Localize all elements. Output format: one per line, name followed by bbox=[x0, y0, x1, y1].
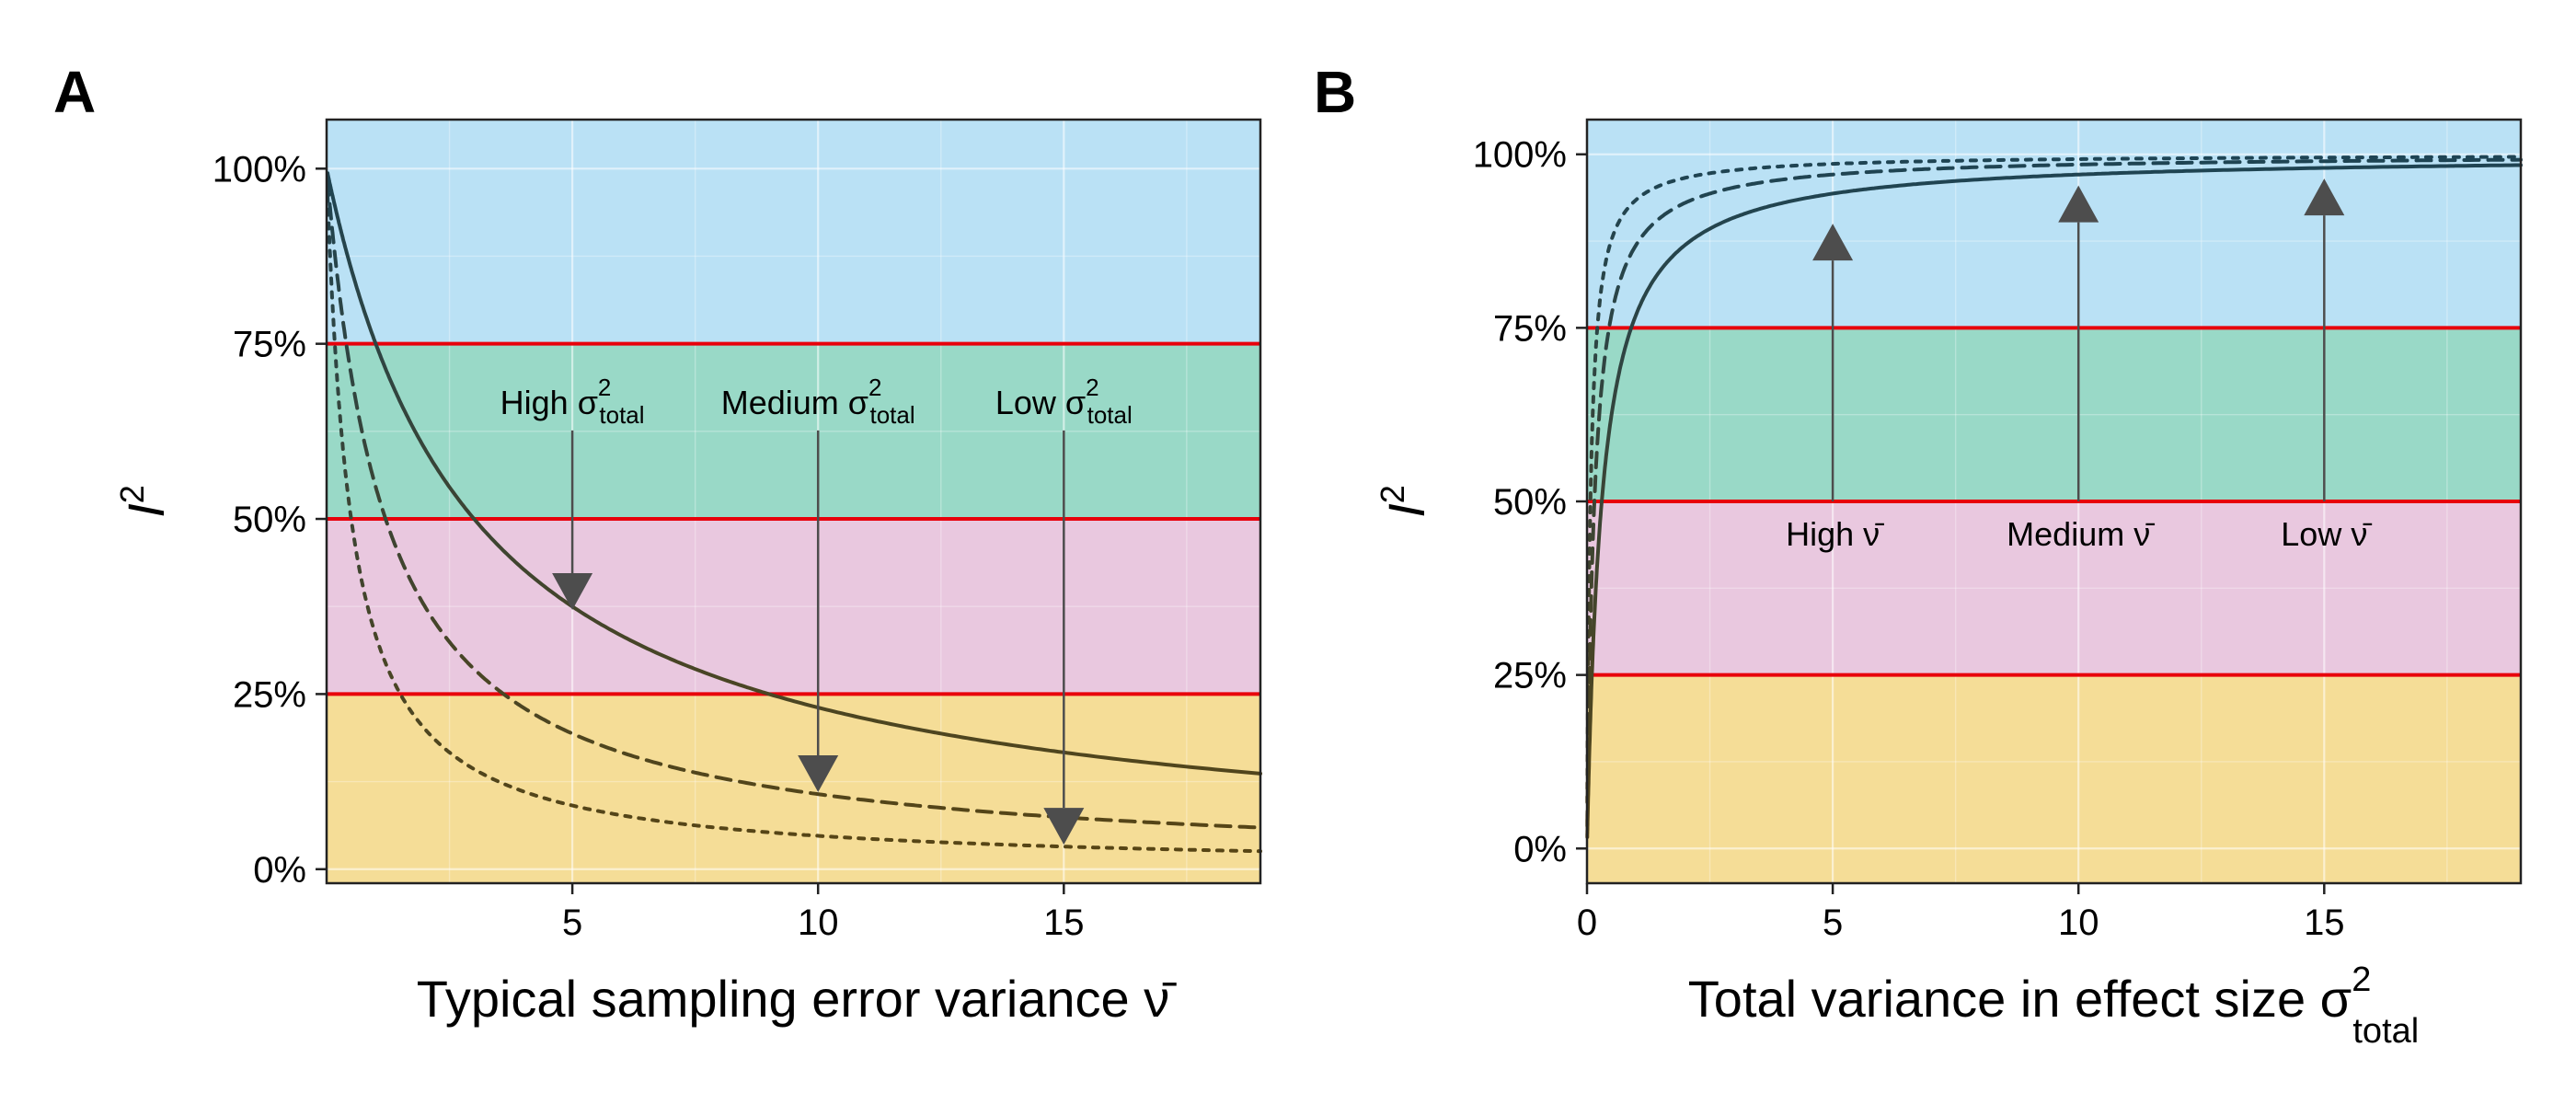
x-tick-label: 5 bbox=[562, 903, 582, 943]
y-tick-label: 25% bbox=[233, 674, 306, 715]
series-line-solid bbox=[326, 171, 1262, 776]
annotation-label-sup: 2 bbox=[1086, 374, 1098, 401]
x-tick-label: 5 bbox=[1823, 903, 1843, 943]
band-minimal bbox=[327, 694, 1260, 883]
x-tick-label: 10 bbox=[798, 903, 839, 943]
panel-b-y-label-sup: 2 bbox=[1374, 485, 1411, 503]
annotation-arrow-head bbox=[1812, 224, 1854, 261]
panel-b-x-label-sub: total bbox=[2352, 1012, 2419, 1051]
panel-a-x-label: Typical sampling error variance ν̄ bbox=[417, 970, 1178, 1028]
annotation-label-symbol: ν̄ bbox=[1863, 515, 1884, 553]
y-tick-label: 0% bbox=[253, 850, 306, 891]
annotation-label-sup: 2 bbox=[598, 374, 611, 401]
annotation-label-symbol: ν̄ bbox=[2351, 515, 2372, 553]
panel-a-y-ticks: 0% 25% 50% 75% 100% bbox=[213, 149, 327, 891]
annotation-label-sub: total bbox=[869, 401, 914, 429]
annotation-label-base: Low σ bbox=[995, 384, 1086, 421]
panel-a-thresholds bbox=[327, 341, 1260, 696]
band-high bbox=[327, 120, 1260, 344]
panel-a-y-label: I2 bbox=[113, 485, 175, 518]
y-tick-label: 100% bbox=[1473, 135, 1567, 176]
band-moderate bbox=[1587, 328, 2521, 501]
annotation-label-sub: total bbox=[599, 401, 644, 429]
annotation-arrow-head bbox=[798, 755, 839, 793]
x-tick-label: 15 bbox=[2304, 903, 2345, 943]
y-tick-label: 75% bbox=[233, 325, 306, 365]
panel-a-letter: A bbox=[53, 59, 96, 125]
series-line-dotted bbox=[326, 193, 1262, 854]
panel-b-curves bbox=[1585, 155, 2523, 839]
band-moderate bbox=[327, 343, 1260, 520]
x-tick-label: 0 bbox=[1577, 903, 1597, 943]
annotation-label: High ν̄ bbox=[1786, 515, 1884, 553]
series-line-dotted bbox=[1585, 155, 2523, 804]
panel-a-y-label-base: I bbox=[117, 503, 175, 518]
panel-a-bands bbox=[327, 120, 1260, 883]
series-line-dashed bbox=[326, 178, 1262, 830]
panel-b-x-ticks: 0 5 10 15 bbox=[1577, 883, 2345, 943]
annotation-label: Low ν̄ bbox=[2281, 515, 2372, 553]
panel-a-curves bbox=[326, 171, 1262, 854]
y-tick-label: 25% bbox=[1493, 656, 1567, 696]
annotation-arrow-head bbox=[2304, 178, 2345, 216]
annotation-label-base: Medium σ bbox=[721, 384, 868, 421]
annotation-label-base: Medium bbox=[2007, 515, 2133, 553]
annotation-arrow-head bbox=[1043, 808, 1085, 845]
annotation-label-symbol: ν̄ bbox=[2133, 515, 2155, 553]
annotation-label: Low σ2 total bbox=[995, 374, 1133, 429]
x-tick-label: 10 bbox=[2058, 903, 2099, 943]
series-line-dashed bbox=[1585, 157, 2523, 828]
annotation-label-sub: total bbox=[1087, 401, 1133, 429]
annotation-label: Medium ν̄ bbox=[2007, 515, 2155, 553]
panel-a-x-ticks: 5 10 15 bbox=[562, 883, 1085, 943]
annotation-label: High σ2 total bbox=[500, 374, 645, 429]
annotation-label: Medium σ2 total bbox=[721, 374, 915, 429]
panel-b: B High ν̄ Medium ν̄ Low ν̄ 0%25%50%75%100%… bbox=[1314, 59, 2523, 1051]
y-tick-label: 50% bbox=[233, 500, 306, 540]
band-low bbox=[327, 519, 1260, 695]
annotation-label-base: High σ bbox=[500, 384, 598, 421]
annotation-label-base: Low bbox=[2281, 515, 2351, 553]
y-tick-label: 100% bbox=[213, 149, 306, 190]
series-line-solid bbox=[1585, 163, 2523, 839]
annotation-arrow-head bbox=[2058, 185, 2099, 223]
band-high bbox=[1587, 120, 2521, 328]
panel-b-x-label-sup: 2 bbox=[2352, 960, 2371, 999]
y-tick-label: 50% bbox=[1493, 482, 1567, 523]
panel-a-x-label-text: Typical sampling error variance bbox=[417, 970, 1144, 1028]
y-tick-label: 75% bbox=[1493, 308, 1567, 349]
y-tick-label: 0% bbox=[1513, 829, 1567, 869]
panel-a-y-label-sup: 2 bbox=[113, 485, 151, 503]
annotation-label-sup: 2 bbox=[868, 374, 881, 401]
panel-b-thresholds bbox=[1587, 326, 2521, 677]
panel-a: A High σ2 total Medium σ2 total Low σ2 total … bbox=[53, 59, 1262, 1028]
band-minimal bbox=[1587, 674, 2521, 883]
band-low bbox=[1587, 501, 2521, 675]
annotation-arrow-head bbox=[552, 573, 593, 611]
panel-a-arrows: High σ2 total Medium σ2 total Low σ2 total bbox=[500, 374, 1133, 845]
panel-b-x-label-text: Total variance in effect size σ bbox=[1688, 970, 2352, 1028]
panel-a-frame bbox=[325, 118, 1262, 885]
panel-a-x-label-symbol: ν̄ bbox=[1144, 970, 1177, 1028]
panel-b-y-label-base: I bbox=[1377, 503, 1435, 518]
annotation-label-base: High bbox=[1786, 515, 1863, 553]
x-tick-label: 15 bbox=[1043, 903, 1085, 943]
panel-b-y-ticks: 0% 25% 50% 75% 100% bbox=[1473, 135, 1587, 869]
panel-b-letter: B bbox=[1314, 59, 1356, 125]
panel-b-x-label: Total variance in effect size σ2 total bbox=[1688, 960, 2419, 1051]
panel-b-arrows: High ν̄ Medium ν̄ Low ν̄ bbox=[1786, 178, 2372, 553]
panel-b-y-label: I2 bbox=[1374, 485, 1435, 518]
